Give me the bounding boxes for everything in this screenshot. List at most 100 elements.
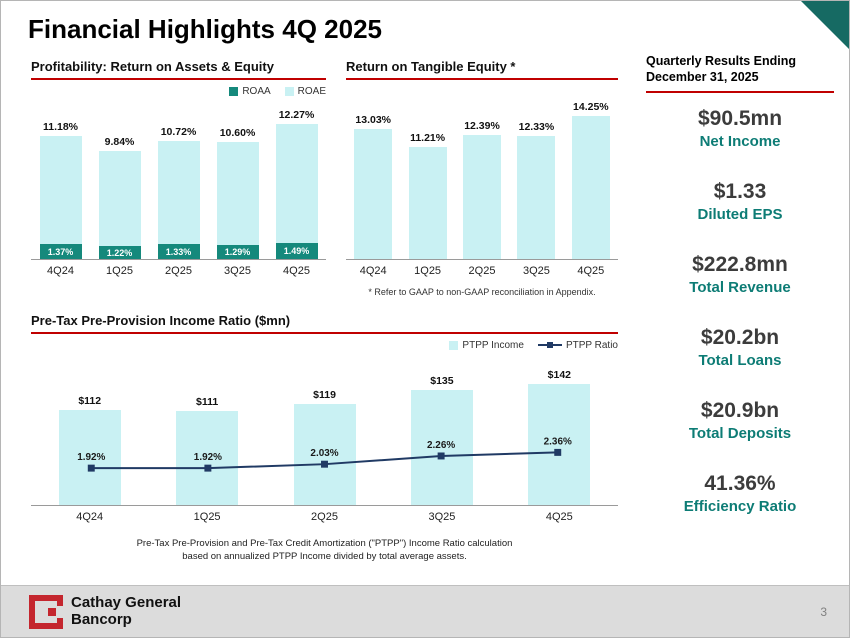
bar bbox=[176, 411, 239, 505]
bar-group: $112 bbox=[31, 395, 148, 505]
bar: 1.37% bbox=[39, 136, 82, 259]
bar bbox=[408, 147, 447, 259]
metric-value: $20.9bn bbox=[700, 398, 780, 422]
rote-chart: 13.03% 11.21% 12.39% 12.33% 14.25% bbox=[346, 100, 618, 260]
metric-label: Total Deposits bbox=[688, 424, 792, 442]
bar-group: 14.25% bbox=[564, 101, 618, 259]
metric-label: Total Revenue bbox=[689, 278, 791, 296]
x-axis-label: 1Q25 bbox=[106, 265, 133, 277]
bar-value-label: 12.27% bbox=[278, 109, 315, 121]
x-axis-label: 4Q24 bbox=[76, 511, 104, 523]
x-axis-label: 3Q25 bbox=[522, 265, 550, 277]
x-axis-label: 1Q25 bbox=[414, 265, 442, 277]
bar bbox=[58, 410, 121, 505]
red-rule bbox=[346, 78, 618, 80]
legend-item-roaa: ROAA bbox=[229, 85, 271, 97]
x-axis-label: 4Q24 bbox=[359, 265, 387, 277]
x-axis-label: 1Q25 bbox=[193, 511, 221, 523]
bar bbox=[528, 384, 591, 505]
roaa-bar-segment: 1.22% bbox=[98, 246, 141, 259]
ptpp-footnote-line1: Pre-Tax Pre-Provision and Pre-Tax Credit… bbox=[136, 538, 513, 549]
bar: 1.49% bbox=[275, 124, 318, 259]
panel-rote: Return on Tangible Equity * 13.03% 11.21%… bbox=[346, 59, 618, 297]
bar bbox=[517, 136, 556, 259]
roaa-bar-segment: 1.29% bbox=[216, 245, 259, 259]
legend-label-ptpp-income: PTPP Income bbox=[462, 339, 524, 351]
page-title: Financial Highlights 4Q 2025 bbox=[28, 14, 382, 44]
red-rule bbox=[31, 78, 326, 80]
metric: $20.9bn Total Deposits bbox=[646, 399, 834, 442]
bar-value-label: $111 bbox=[196, 396, 219, 408]
ptpp-footnote: Pre-Tax Pre-Provision and Pre-Tax Credit… bbox=[31, 537, 618, 564]
bar-group: 12.39% bbox=[455, 120, 509, 259]
bar-value-label: $119 bbox=[313, 389, 336, 401]
roae-swatch-icon bbox=[284, 86, 294, 96]
bar bbox=[571, 116, 610, 259]
x-axis-label: 3Q25 bbox=[428, 511, 456, 523]
chart-title-ptpp: Pre-Tax Pre-Provision Income Ratio ($mn) bbox=[31, 313, 291, 328]
page-number: 3 bbox=[820, 604, 827, 619]
quarterly-results-header: Quarterly Results Ending December 31, 20… bbox=[646, 53, 834, 91]
x-axis-label: 4Q25 bbox=[577, 265, 605, 277]
gaap-footnote: * Refer to GAAP to non-GAAP reconciliati… bbox=[368, 287, 596, 297]
bar-value-label: 12.33% bbox=[518, 121, 555, 133]
legend-label-roaa: ROAA bbox=[242, 85, 271, 97]
x-axis-label: 2Q25 bbox=[311, 511, 338, 523]
bar-value-label: 14.25% bbox=[573, 101, 609, 113]
bar-group: $111 bbox=[148, 396, 265, 505]
bar-group: 12.27% 1.49% bbox=[267, 109, 326, 259]
legend-ptpp: PTPP Income PTPP Ratio bbox=[31, 336, 618, 354]
bar bbox=[463, 135, 502, 259]
bar bbox=[410, 390, 473, 505]
cathay-logo: Cathay General Bancorp bbox=[29, 594, 182, 629]
bar bbox=[293, 404, 356, 505]
bar-group: 12.33% bbox=[509, 121, 563, 259]
metric: 41.36% Efficiency Ratio bbox=[646, 472, 834, 515]
logo-text-line1: Cathay General bbox=[71, 594, 182, 612]
ptpp-income-swatch-icon bbox=[449, 340, 459, 350]
chart-title-rote: Return on Tangible Equity * bbox=[346, 59, 516, 74]
legend-item-ptpp-ratio: PTPP Ratio bbox=[537, 339, 618, 351]
legend-label-ptpp-ratio: PTPP Ratio bbox=[565, 339, 618, 351]
bar-value-label: 11.18% bbox=[42, 121, 79, 133]
bar: 1.22% bbox=[98, 151, 141, 259]
metric: $90.5mn Net Income bbox=[646, 107, 834, 150]
footer: Cathay General Bancorp 3 bbox=[1, 585, 849, 637]
metric-label: Efficiency Ratio bbox=[683, 497, 797, 515]
quarterly-results-header-line1: Quarterly Results Ending bbox=[646, 54, 797, 68]
bar-group: 9.84% 1.22% bbox=[90, 136, 149, 259]
x-axis-label: 4Q24 bbox=[47, 265, 74, 277]
metric: $222.8mn Total Revenue bbox=[646, 253, 834, 296]
bar bbox=[354, 129, 393, 259]
ptpp-chart: $112 $111 $119 $135 $142 1.92% 1.92% 2.03% 2.26%… bbox=[31, 356, 618, 506]
bar-value-label: 13.03% bbox=[355, 114, 392, 126]
bar-group: 11.21% bbox=[400, 132, 454, 259]
bar-value-label: 9.84% bbox=[104, 136, 135, 148]
roaa-swatch-icon bbox=[229, 86, 239, 96]
metrics-list: $90.5mn Net Income $1.33 Diluted EPS $222.8m… bbox=[646, 93, 834, 515]
panel-ptpp: Pre-Tax Pre-Provision Income Ratio ($mn)… bbox=[31, 313, 618, 564]
x-axis-label: 3Q25 bbox=[224, 265, 251, 277]
red-rule bbox=[31, 332, 618, 334]
metric-label: Diluted EPS bbox=[697, 205, 783, 223]
legend-profitability: ROAA ROAE bbox=[31, 82, 326, 100]
logo-text: Cathay General Bancorp bbox=[71, 594, 182, 628]
legend-label-roae: ROAE bbox=[297, 85, 326, 97]
bar-group: 10.72% 1.33% bbox=[149, 126, 208, 259]
roaa-bar-segment: 1.33% bbox=[157, 244, 200, 259]
x-axis-label: 4Q25 bbox=[283, 265, 310, 277]
metric-label: Total Loans bbox=[698, 351, 782, 369]
metric-label: Net Income bbox=[699, 132, 781, 150]
roaa-roae-chart: 11.18% 1.37% 9.84% 1.22% 10.72% 1.33% 10.60% 1.… bbox=[31, 100, 326, 260]
bar-group: $142 bbox=[501, 369, 618, 505]
bar-group: 11.18% 1.37% bbox=[31, 121, 90, 259]
quarterly-results-header-line2: December 31, 2025 bbox=[646, 70, 759, 85]
bar-group: $119 bbox=[266, 389, 383, 505]
legend-item-ptpp-income: PTPP Income bbox=[449, 340, 524, 351]
metric: $20.2bn Total Loans bbox=[646, 326, 834, 369]
cathay-logo-icon bbox=[29, 594, 63, 629]
x-axis-labels: 4Q24 1Q25 2Q25 3Q25 4Q25 bbox=[346, 265, 618, 277]
bar-group: 10.60% 1.29% bbox=[208, 127, 267, 259]
bar: 1.33% bbox=[157, 141, 200, 259]
